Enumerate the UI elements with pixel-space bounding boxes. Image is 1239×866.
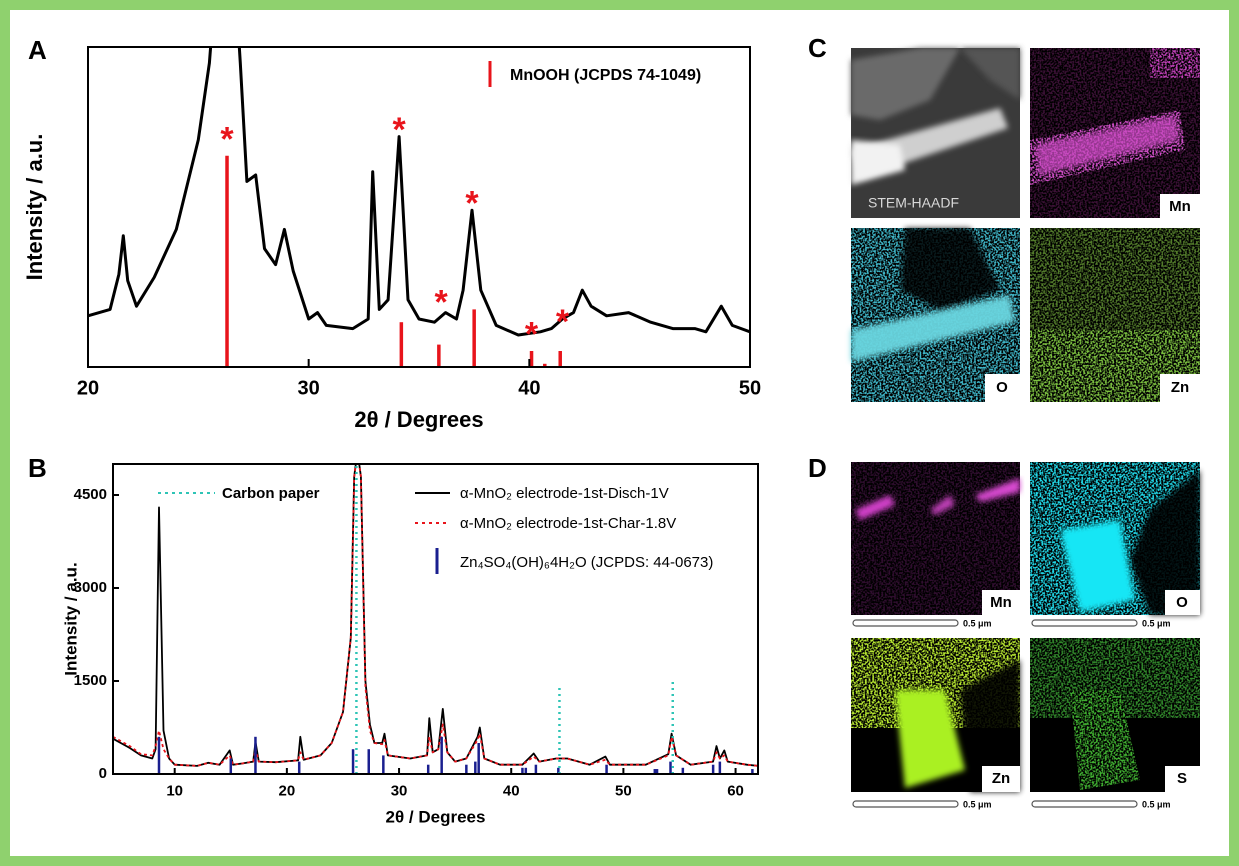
- map-tile: O: [851, 228, 1020, 402]
- map-tile: O: [1030, 462, 1200, 615]
- map-tile: S: [1030, 638, 1200, 792]
- map-label: O: [996, 379, 1008, 396]
- panel-letter: B: [28, 453, 47, 483]
- map-tile: STEM-HAADF: [851, 48, 1020, 218]
- panel-letter: C: [808, 33, 827, 63]
- y-axis-label: Intensity / a.u.: [61, 562, 80, 675]
- scale-bar: [852, 800, 959, 808]
- plot-frame: [87, 46, 751, 368]
- scale-label: 0.5 μm: [963, 618, 992, 628]
- plot-frame: [112, 463, 759, 775]
- map-label: Mn: [1169, 198, 1191, 215]
- map-tile: Mn: [1030, 48, 1200, 218]
- data-line: [113, 464, 758, 767]
- map-label: S: [1177, 770, 1187, 787]
- map-label: Mn: [990, 594, 1012, 611]
- map-label: STEM-HAADF: [868, 195, 959, 211]
- scale-label: 0.5 μm: [963, 799, 992, 809]
- annotation: *: [525, 316, 539, 354]
- panel-letter: A: [28, 35, 47, 65]
- scale-bar: [1031, 619, 1138, 627]
- plot-area: [88, 47, 750, 367]
- scale-label: 0.5 μm: [1142, 799, 1171, 809]
- annotation: *: [434, 284, 448, 322]
- map-label: Zn: [992, 770, 1010, 787]
- x-axis-label: 2θ / Degrees: [354, 407, 483, 432]
- map-label: Zn: [1171, 379, 1189, 396]
- map-tile: Zn: [851, 638, 1020, 792]
- map-label: O: [1176, 594, 1188, 611]
- x-tick-label: 30: [391, 782, 408, 799]
- scale-bars: [852, 619, 1138, 808]
- scale-bar: [852, 619, 959, 627]
- legend-label: MnOOH (JCPDS 74-1049): [510, 67, 701, 84]
- map-tile: Mn: [851, 462, 1020, 615]
- x-tick-label: 50: [739, 377, 761, 399]
- legend-label: Zn₄SO₄(OH)₆4H₂O (JCPDS: 44-0673): [460, 554, 713, 571]
- plot-area: [113, 464, 758, 774]
- annotation: *: [220, 120, 234, 158]
- scale-bar: [1031, 800, 1138, 808]
- legend-label: Carbon paper: [222, 485, 320, 502]
- y-tick-label: 4500: [74, 486, 107, 503]
- background: [10, 10, 1229, 856]
- x-axis-label: 2θ / Degrees: [386, 807, 486, 826]
- x-tick-label: 40: [518, 377, 540, 399]
- y-tick-label: 0: [99, 765, 107, 782]
- scale-label: 0.5 μm: [1142, 618, 1171, 628]
- y-axis-label: Intensity / a.u.: [22, 134, 47, 281]
- y-tick-label: 3000: [74, 579, 107, 596]
- data-line: [88, 47, 750, 337]
- annotation: *: [556, 303, 570, 341]
- x-tick-label: 30: [298, 377, 320, 399]
- legend-label: α-MnO₂ electrode-1st-Disch-1V: [460, 485, 669, 502]
- map-tile: Zn: [1030, 228, 1200, 402]
- x-tick-label: 50: [615, 782, 632, 799]
- annotation: *: [393, 111, 407, 149]
- x-tick-label: 10: [166, 782, 183, 799]
- legend-label: α-MnO₂ electrode-1st-Char-1.8V: [460, 515, 676, 532]
- x-tick-label: 40: [503, 782, 520, 799]
- x-tick-label: 20: [279, 782, 296, 799]
- x-tick-label: 20: [77, 377, 99, 399]
- annotation: *: [465, 184, 479, 222]
- y-tick-label: 1500: [74, 672, 107, 689]
- x-tick-label: 60: [727, 782, 744, 799]
- panel-letter: D: [808, 453, 827, 483]
